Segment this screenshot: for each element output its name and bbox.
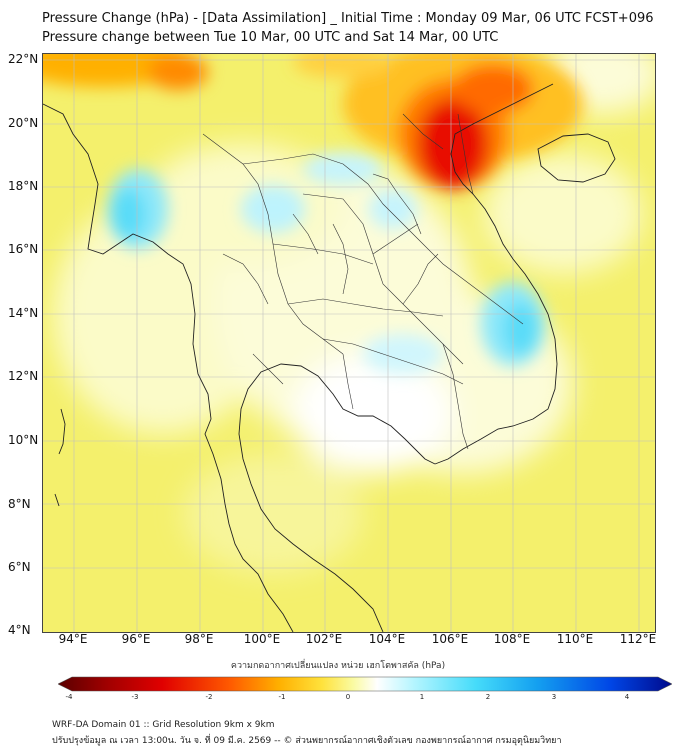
footer-credit: ปรับปรุงข้อมูล ณ เวลา 13:00น. วัน จ. ที่…	[52, 736, 562, 746]
lat-label-10n: 10°N	[8, 433, 39, 447]
lon-label-94e: 94°E	[58, 632, 88, 646]
lat-label-18n: 18°N	[8, 179, 39, 193]
lat-label-4n: 4°N	[8, 623, 31, 637]
map-panel	[42, 53, 656, 633]
colorbar-tick: 3	[551, 693, 557, 701]
lon-label-112e: 112°E	[619, 632, 657, 646]
lat-label-22n: 22°N	[8, 52, 39, 66]
lon-label-98e: 98°E	[184, 632, 214, 646]
lon-label-102e: 102°E	[305, 632, 343, 646]
near-zero-field	[53, 54, 655, 574]
graticule	[43, 54, 655, 632]
footer-model-info: WRF-DA Domain 01 :: Grid Resolution 9km …	[52, 720, 275, 730]
colorbar-tick: -1	[278, 693, 286, 701]
map-title: Pressure Change (hPa) - [Data Assimilati…	[42, 11, 654, 26]
lon-label-100e: 100°E	[243, 632, 281, 646]
colorbar-tick: -2	[205, 693, 213, 701]
lon-label-110e: 110°E	[556, 632, 594, 646]
admin-borders	[202, 113, 524, 450]
lat-label-14n: 14°N	[8, 306, 39, 320]
colorbar-gradient	[58, 676, 672, 692]
lat-label-12n: 12°N	[8, 369, 39, 383]
lon-label-96e: 96°E	[121, 632, 151, 646]
lat-label-16n: 16°N	[8, 242, 39, 256]
colorbar-tick: 1	[419, 693, 425, 701]
negative-change-areas	[43, 54, 583, 189]
lon-label-106e: 106°E	[431, 632, 469, 646]
map-subtitle: Pressure change between Tue 10 Mar, 00 U…	[42, 30, 499, 45]
coastlines	[43, 83, 616, 632]
colorbar-tick: -4	[65, 693, 73, 701]
colorbar	[58, 676, 672, 692]
lat-label-6n: 6°N	[8, 560, 31, 574]
lat-label-20n: 20°N	[8, 116, 39, 130]
colorbar-tick: 0	[345, 693, 351, 701]
pressure-change-map	[43, 54, 655, 632]
colorbar-tick: 4	[624, 693, 630, 701]
colorbar-title: ความกดอากาศเปลี่ยนแปลง หน่วย เฮกโตพาสคัล…	[230, 661, 446, 671]
lon-label-104e: 104°E	[368, 632, 406, 646]
lat-label-8n: 8°N	[8, 497, 31, 511]
colorbar-tick: -3	[131, 693, 139, 701]
lon-label-108e: 108°E	[493, 632, 531, 646]
colorbar-tick: 2	[485, 693, 491, 701]
